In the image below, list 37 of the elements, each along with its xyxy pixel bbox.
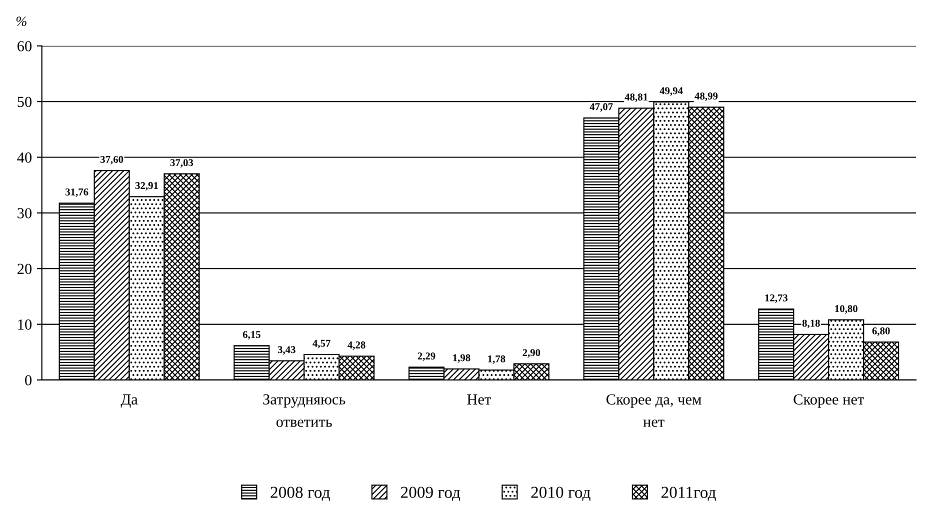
y-axis-title: %	[16, 16, 26, 26]
data-label: 12,73	[765, 294, 788, 303]
data-label: 48,81	[624, 94, 648, 102]
data-label: 49,94	[660, 87, 683, 96]
y-tick-label: 40	[17, 152, 32, 163]
data-label: 6,80	[872, 327, 890, 336]
data-label: 4,28	[348, 341, 366, 350]
data-label: 10,80	[835, 305, 858, 314]
data-label: 37,60	[100, 156, 124, 164]
y-tick-label: 10	[18, 319, 32, 330]
y-tick-label: 0	[25, 375, 32, 386]
data-label: 8,18	[802, 320, 820, 328]
data-label: 48,99	[694, 92, 718, 102]
data-label: 31,76	[65, 188, 88, 197]
legend-label: 2008 год	[270, 486, 330, 502]
x-tick-label: Скорее да, чем нет	[606, 394, 702, 427]
legend-label: 2011год	[661, 486, 716, 502]
data-label: 3,43	[278, 346, 296, 355]
legend-label: 2009 год	[400, 486, 460, 502]
data-label: 4,57	[312, 340, 330, 348]
y-tick-label: 20	[18, 264, 32, 274]
data-label: 1,98	[453, 354, 470, 363]
y-tick-label: 30	[18, 208, 32, 218]
data-label: 32,91	[135, 182, 158, 191]
x-tick-label: Нет	[467, 394, 491, 405]
x-tick-label: Скорее нет	[794, 394, 864, 408]
legend-label: 2010 год	[531, 486, 590, 502]
y-tick-label: 50	[18, 96, 32, 108]
data-label: 1,78	[488, 355, 506, 364]
data-label: 47,07	[590, 103, 613, 112]
x-tick-label: Да	[120, 394, 138, 408]
y-tick-label: 60	[18, 41, 32, 52]
data-label: 2,29	[418, 352, 436, 362]
data-label: 6,15	[242, 331, 260, 340]
data-label: 2,90	[522, 349, 540, 358]
data-label: 37,03	[170, 159, 194, 168]
x-tick-label: Затрудняюсь ответить	[263, 394, 346, 427]
